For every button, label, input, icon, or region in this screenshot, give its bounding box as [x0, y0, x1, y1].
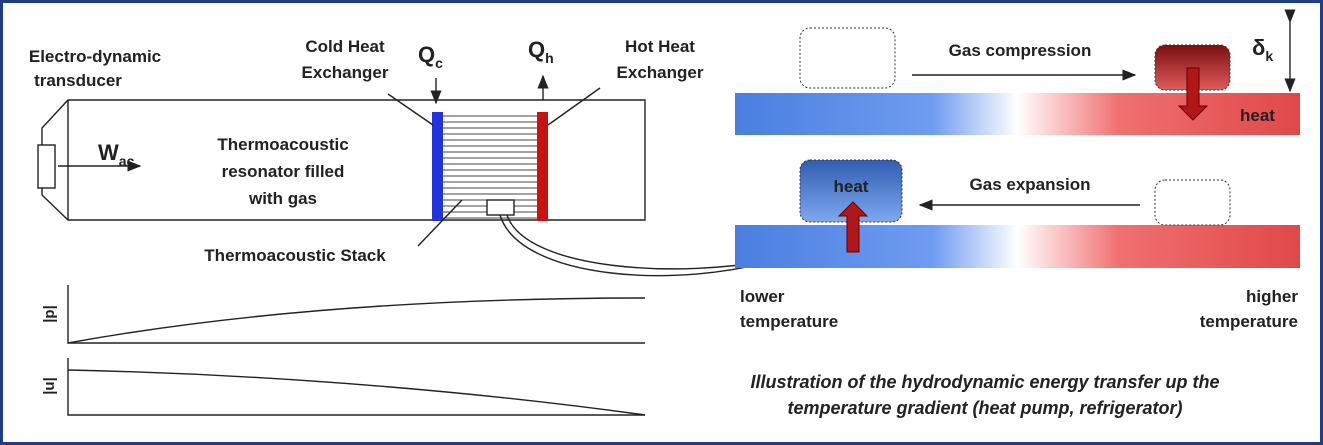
higher-temp-label: temperature: [1200, 312, 1298, 331]
lower-temp-label: lower: [740, 287, 785, 306]
expansion-label: Gas expansion: [970, 175, 1091, 194]
heat-label: heat: [1240, 106, 1275, 125]
gradient-plates: [735, 9, 1300, 268]
resonator-label: resonator filled: [222, 162, 345, 181]
delta-label: δk: [1252, 35, 1273, 64]
transducer-label: transducer: [34, 71, 122, 90]
caption: Illustration of the hydrodynamic energy …: [750, 372, 1219, 392]
q-hot-label: Qh: [528, 37, 554, 66]
work-label: Wac: [98, 140, 135, 169]
caption: temperature gradient (heat pump, refrige…: [787, 398, 1182, 418]
hot-exchanger-label: Hot Heat: [625, 37, 695, 56]
resonator-label: with gas: [248, 189, 317, 208]
cold-exchanger-label: Cold Heat: [305, 37, 385, 56]
pressure-axis-label: |p|: [41, 305, 58, 323]
hot-exchanger-label: Exchanger: [617, 63, 704, 82]
heat-label: heat: [834, 177, 869, 196]
q-cold-label: Qc: [418, 42, 443, 71]
compression-label: Gas compression: [949, 41, 1092, 60]
resonator-drawing: [37, 74, 784, 277]
higher-temp-label: higher: [1246, 287, 1298, 306]
profile-plots: [67, 285, 646, 416]
transducer-label: Electro-dynamic: [29, 47, 161, 66]
stack-label: Thermoacoustic Stack: [204, 246, 386, 265]
cold-exchanger-label: Exchanger: [302, 63, 389, 82]
lower-temp-label: temperature: [740, 312, 838, 331]
velocity-axis-label: |u|: [41, 377, 58, 395]
resonator-label: Thermoacoustic: [217, 135, 348, 154]
